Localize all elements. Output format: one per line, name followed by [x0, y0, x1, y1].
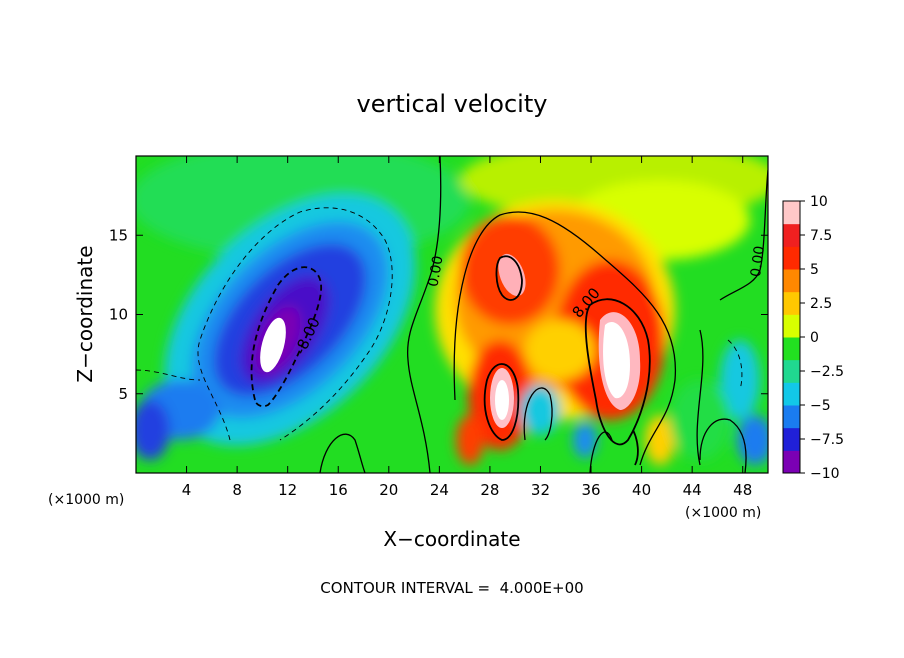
- x-axis: 4 8 12 16 20 24 28 32 36 40 44 48: [182, 156, 752, 499]
- colorbar-tick-label: 10: [810, 194, 828, 210]
- x-tick-label: 8: [232, 481, 242, 499]
- colorbar-tick-label: −7.5: [810, 432, 844, 448]
- colorbar-tick-label: −10: [810, 466, 840, 482]
- x-tick-label: 48: [733, 481, 752, 499]
- y-tick-label: 5: [118, 385, 128, 403]
- y-axis-title: Z−coordinate: [73, 245, 97, 382]
- colorbar-swatch: [783, 427, 800, 451]
- x-tick-label: 4: [182, 481, 192, 499]
- heatmap-field: 0.00 0.00 8.00 -8.00: [136, 156, 768, 473]
- colorbar-swatch: [783, 223, 800, 247]
- x-tick-label: 28: [480, 481, 499, 499]
- y-tick-label: 15: [109, 226, 128, 244]
- colorbar-tick-label: 2.5: [810, 296, 832, 312]
- x-tick-label: 32: [531, 481, 550, 499]
- colorbar: −10 −7.5 −5 −2.5 0 2.5 5 7.5 10: [782, 194, 844, 482]
- x-tick-label: 44: [683, 481, 702, 499]
- contour-label: 0.00: [748, 245, 768, 278]
- x-tick-label: 20: [379, 481, 398, 499]
- colorbar-swatch: [783, 291, 800, 315]
- colorbar-swatch: [783, 359, 800, 383]
- contour-interval-note: CONTOUR INTERVAL = 4.000E+00: [320, 579, 583, 597]
- colorbar-tick-label: −5: [810, 398, 831, 414]
- colorbar-tick-label: −2.5: [810, 364, 844, 380]
- colorbar-swatch: [783, 314, 800, 338]
- colorbar-swatch: [783, 337, 800, 361]
- x-axis-title: X−coordinate: [383, 527, 520, 551]
- colorbar-swatch: [783, 405, 800, 429]
- y-axis: 5 10 15: [109, 226, 768, 403]
- x-tick-label: 24: [430, 481, 449, 499]
- colorbar-swatch: [783, 269, 800, 293]
- chart-title: vertical velocity: [357, 90, 548, 118]
- y-tick-label: 10: [109, 306, 128, 324]
- x-tick-label: 36: [581, 481, 600, 499]
- x-unit-label-left: (×1000 m): [48, 492, 124, 508]
- colorbar-tick-label: 7.5: [810, 228, 832, 244]
- colorbar-swatch: [783, 246, 800, 270]
- x-tick-label: 12: [278, 481, 297, 499]
- x-unit-label-right: (×1000 m): [685, 505, 761, 521]
- x-tick-label: 40: [632, 481, 651, 499]
- colorbar-swatch: [783, 201, 800, 225]
- colorbar-tick-label: 0: [810, 330, 819, 346]
- colorbar-swatch: [783, 382, 800, 406]
- x-tick-label: 16: [329, 481, 348, 499]
- colorbar-swatch: [783, 450, 800, 474]
- colorbar-tick-label: 5: [810, 262, 819, 278]
- contour-label: 0.00: [425, 255, 446, 288]
